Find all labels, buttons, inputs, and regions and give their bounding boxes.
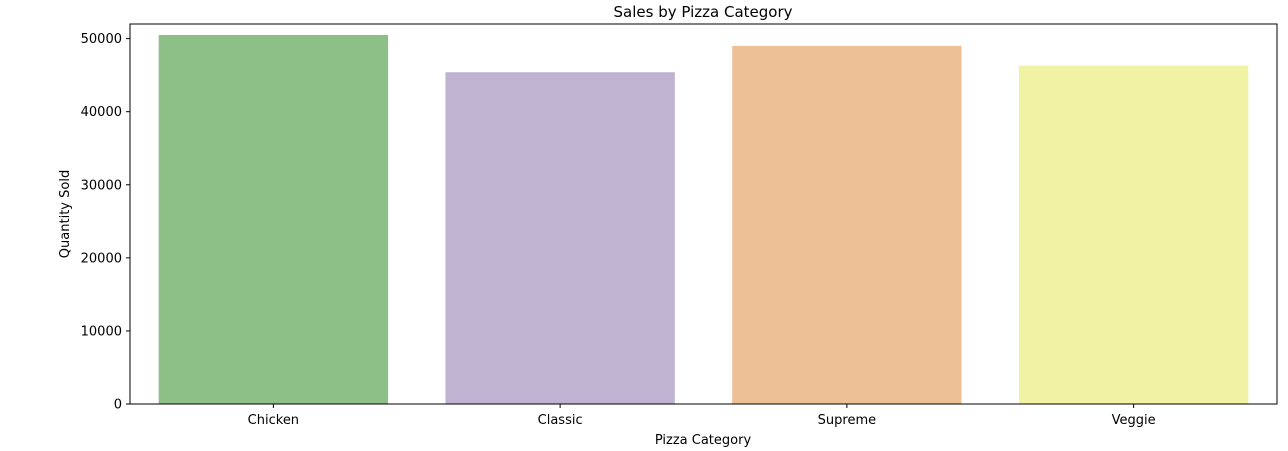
bar-chicken	[158, 34, 389, 404]
x-tick-label: Classic	[538, 413, 583, 428]
plot-frame	[129, 23, 1278, 405]
y-tick-label: 30000	[81, 178, 122, 193]
y-tick-label: 0	[114, 398, 122, 413]
x-tick-label: Supreme	[818, 413, 876, 428]
chart-title: Sales by Pizza Category	[614, 3, 793, 21]
x-tick-label: Veggie	[1112, 413, 1156, 428]
bar-classic	[445, 72, 675, 404]
y-tick-label: 40000	[81, 105, 122, 120]
bars-group	[158, 34, 1249, 405]
bar-veggie	[1018, 65, 1249, 405]
y-tick-label: 50000	[81, 32, 122, 47]
y-tick-label: 10000	[81, 324, 122, 339]
y-axis-label: Quantity Sold	[58, 170, 73, 258]
y-tick-label: 20000	[81, 251, 122, 266]
x-axis-label: Pizza Category	[655, 433, 752, 448]
x-axis-ticks: Chicken Classic Supreme Veggie	[248, 404, 1156, 428]
x-tick-label: Chicken	[248, 413, 299, 428]
bar-supreme	[732, 45, 962, 405]
y-axis-ticks: 0 10000 20000 30000 40000 50000	[81, 32, 130, 413]
